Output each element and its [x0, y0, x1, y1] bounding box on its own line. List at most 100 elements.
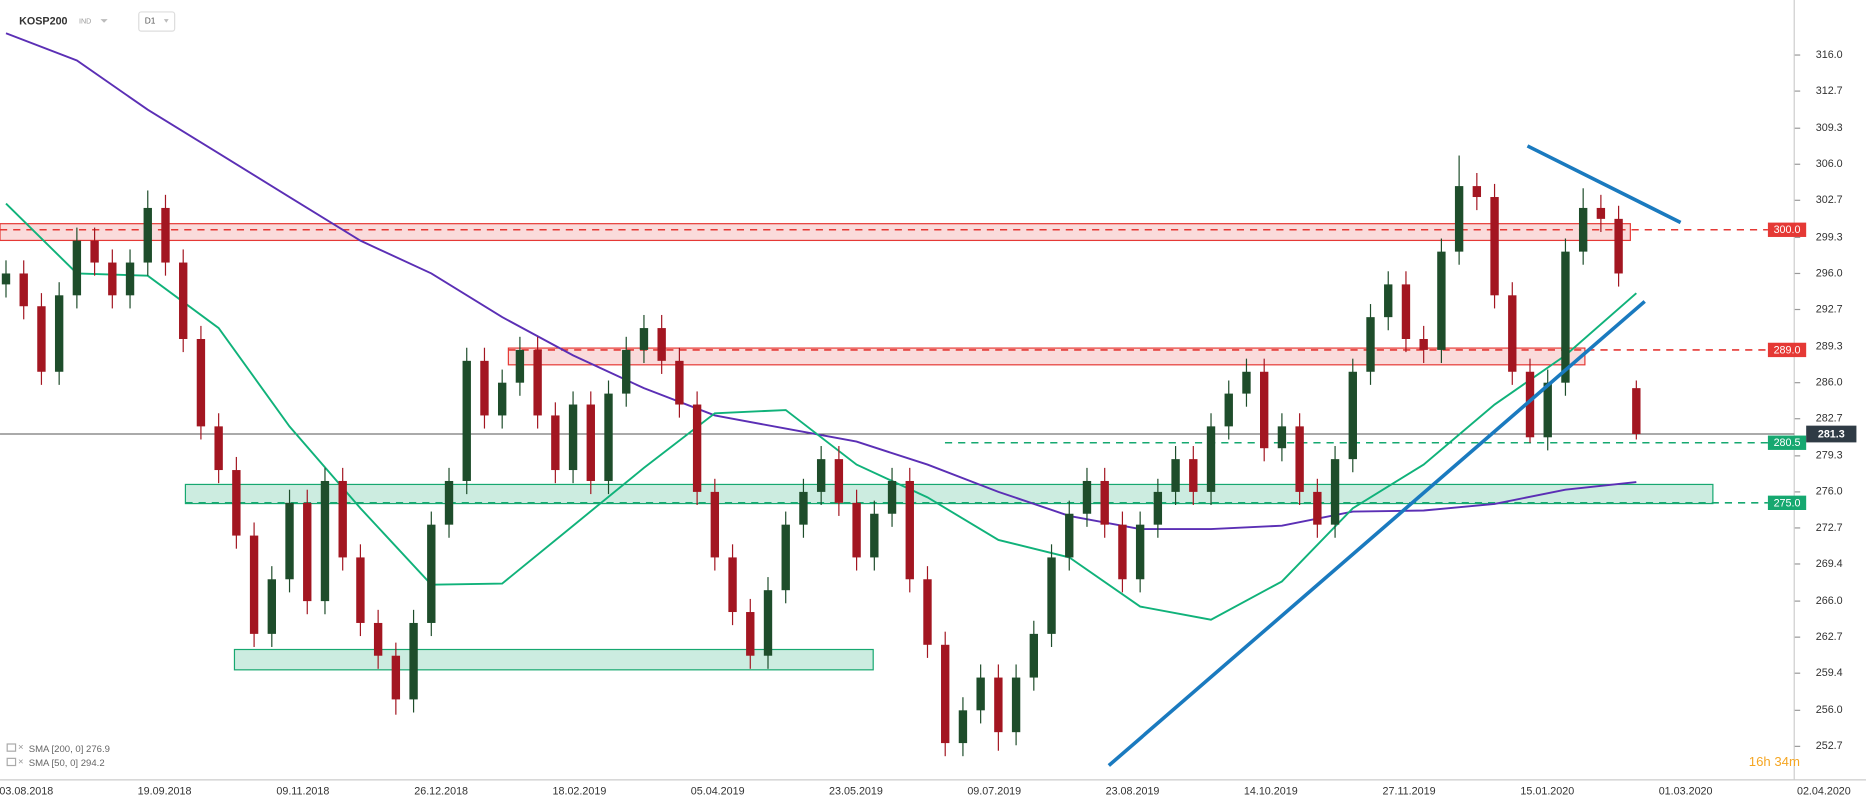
candle-body: [923, 579, 932, 645]
candle-body: [409, 622, 418, 700]
support-zone: [233, 648, 874, 671]
candle-body: [941, 644, 950, 744]
candle-body: [1366, 317, 1375, 372]
candle-body: [816, 459, 826, 492]
candle-body: [249, 535, 259, 634]
candle-body: [356, 557, 365, 623]
candle-body: [196, 338, 206, 427]
y-tick-label: 269.4: [1816, 558, 1843, 570]
legend: × SMA [200, 0] 276.9 × SMA [50, 0] 294.2: [6, 742, 110, 769]
legend-icon[interactable]: [6, 757, 17, 767]
candle-body: [1118, 524, 1127, 580]
candle-body: [1543, 382, 1552, 438]
y-tick-label: 312.7: [1816, 85, 1843, 97]
legend-close[interactable]: ×: [18, 756, 24, 767]
candle-body: [1313, 491, 1322, 525]
candle-body: [1242, 371, 1251, 394]
candle-body: [746, 612, 755, 656]
level-label-box: [1767, 495, 1807, 510]
current-price-box: [1806, 425, 1857, 443]
x-tick-label: 09.11.2018: [276, 786, 329, 798]
interval-box[interactable]: [138, 11, 176, 32]
candle-body: [1561, 251, 1570, 383]
candle-body: [1454, 186, 1464, 252]
timer: 16h 34m: [1749, 755, 1800, 770]
x-tick-label: 01.03.2020: [1659, 786, 1713, 798]
legend-icon[interactable]: [6, 743, 17, 752]
candle-body: [1578, 207, 1588, 252]
x-tick-label: 19.09.2018: [138, 786, 192, 798]
x-tick-label: 23.05.2019: [829, 786, 883, 798]
candle-body: [232, 470, 241, 536]
candle-body: [1135, 524, 1145, 580]
candle-body: [125, 262, 135, 296]
candle-body: [1224, 393, 1233, 427]
candle-body: [763, 590, 773, 656]
candle-body: [675, 360, 684, 405]
legend-entry: SMA [200, 0] 276.9: [29, 743, 110, 754]
candle-body: [657, 328, 666, 361]
trend-line: [1107, 300, 1646, 767]
resistance-zone: [507, 347, 1586, 366]
x-tick-label: 23.08.2019: [1106, 786, 1160, 798]
candle-body: [338, 480, 347, 558]
y-tick-label: 272.7: [1816, 522, 1843, 534]
candle-body: [285, 502, 294, 580]
candle-body: [1065, 513, 1074, 558]
candle-body: [1153, 491, 1163, 525]
candle-body: [905, 480, 914, 580]
candle-body: [143, 207, 152, 263]
candle-body: [391, 655, 401, 700]
y-tick-label: 309.3: [1816, 122, 1843, 134]
candle-body: [72, 240, 82, 296]
candle-body: [90, 240, 99, 263]
candle-body: [1277, 426, 1287, 449]
symbol[interactable]: KOSP200: [19, 15, 67, 27]
candle-body: [303, 502, 312, 602]
level-label: 280.5: [1774, 437, 1801, 449]
candle-body: [1401, 284, 1411, 339]
candle-body: [427, 524, 436, 623]
interval[interactable]: D1: [145, 16, 156, 26]
y-tick-label: 292.7: [1816, 303, 1843, 315]
candle-body: [1632, 388, 1641, 435]
candle-body: [852, 502, 861, 558]
candle-body: [1029, 633, 1038, 678]
x-tick-label: 26.12.2018: [414, 786, 468, 798]
y-tick-label: 259.4: [1816, 667, 1843, 679]
y-tick-label: 306.0: [1816, 158, 1843, 170]
candle-body: [108, 262, 117, 296]
candle-body: [480, 360, 489, 416]
candle-body: [1348, 371, 1357, 460]
dropdown-arrow[interactable]: [163, 19, 169, 23]
level-label: 275.0: [1774, 497, 1801, 509]
dropdown-arrow[interactable]: [100, 19, 108, 23]
level-label: 289.0: [1774, 344, 1801, 356]
y-tick-label: 276.0: [1816, 486, 1843, 498]
y-tick-label: 252.7: [1816, 740, 1843, 752]
x-tick-label: 02.04.2020: [1797, 786, 1851, 798]
candle-body: [976, 677, 985, 711]
x-tick-label: 09.07.2019: [967, 786, 1021, 798]
candle-body: [497, 382, 507, 416]
candle-body: [781, 524, 790, 591]
x-tick-label: 14.10.2019: [1244, 786, 1298, 798]
candle-body: [604, 393, 613, 481]
candle-body: [515, 349, 525, 383]
sma-line: [5, 32, 1637, 531]
candle-body: [462, 360, 471, 481]
candle-body: [834, 459, 844, 503]
y-tick-label: 282.7: [1816, 413, 1843, 425]
y-tick-label: 316.0: [1816, 49, 1843, 61]
candle-body: [19, 273, 28, 307]
support-zone: [184, 483, 1714, 505]
candle-body: [692, 404, 702, 492]
candle-body: [1100, 480, 1109, 525]
candle-body: [622, 349, 631, 394]
legend-close[interactable]: ×: [18, 742, 24, 753]
level-label-box: [1767, 222, 1807, 237]
candle-body: [799, 491, 808, 525]
x-tick-label: 15.01.2020: [1520, 786, 1574, 798]
candle-body: [958, 710, 968, 744]
